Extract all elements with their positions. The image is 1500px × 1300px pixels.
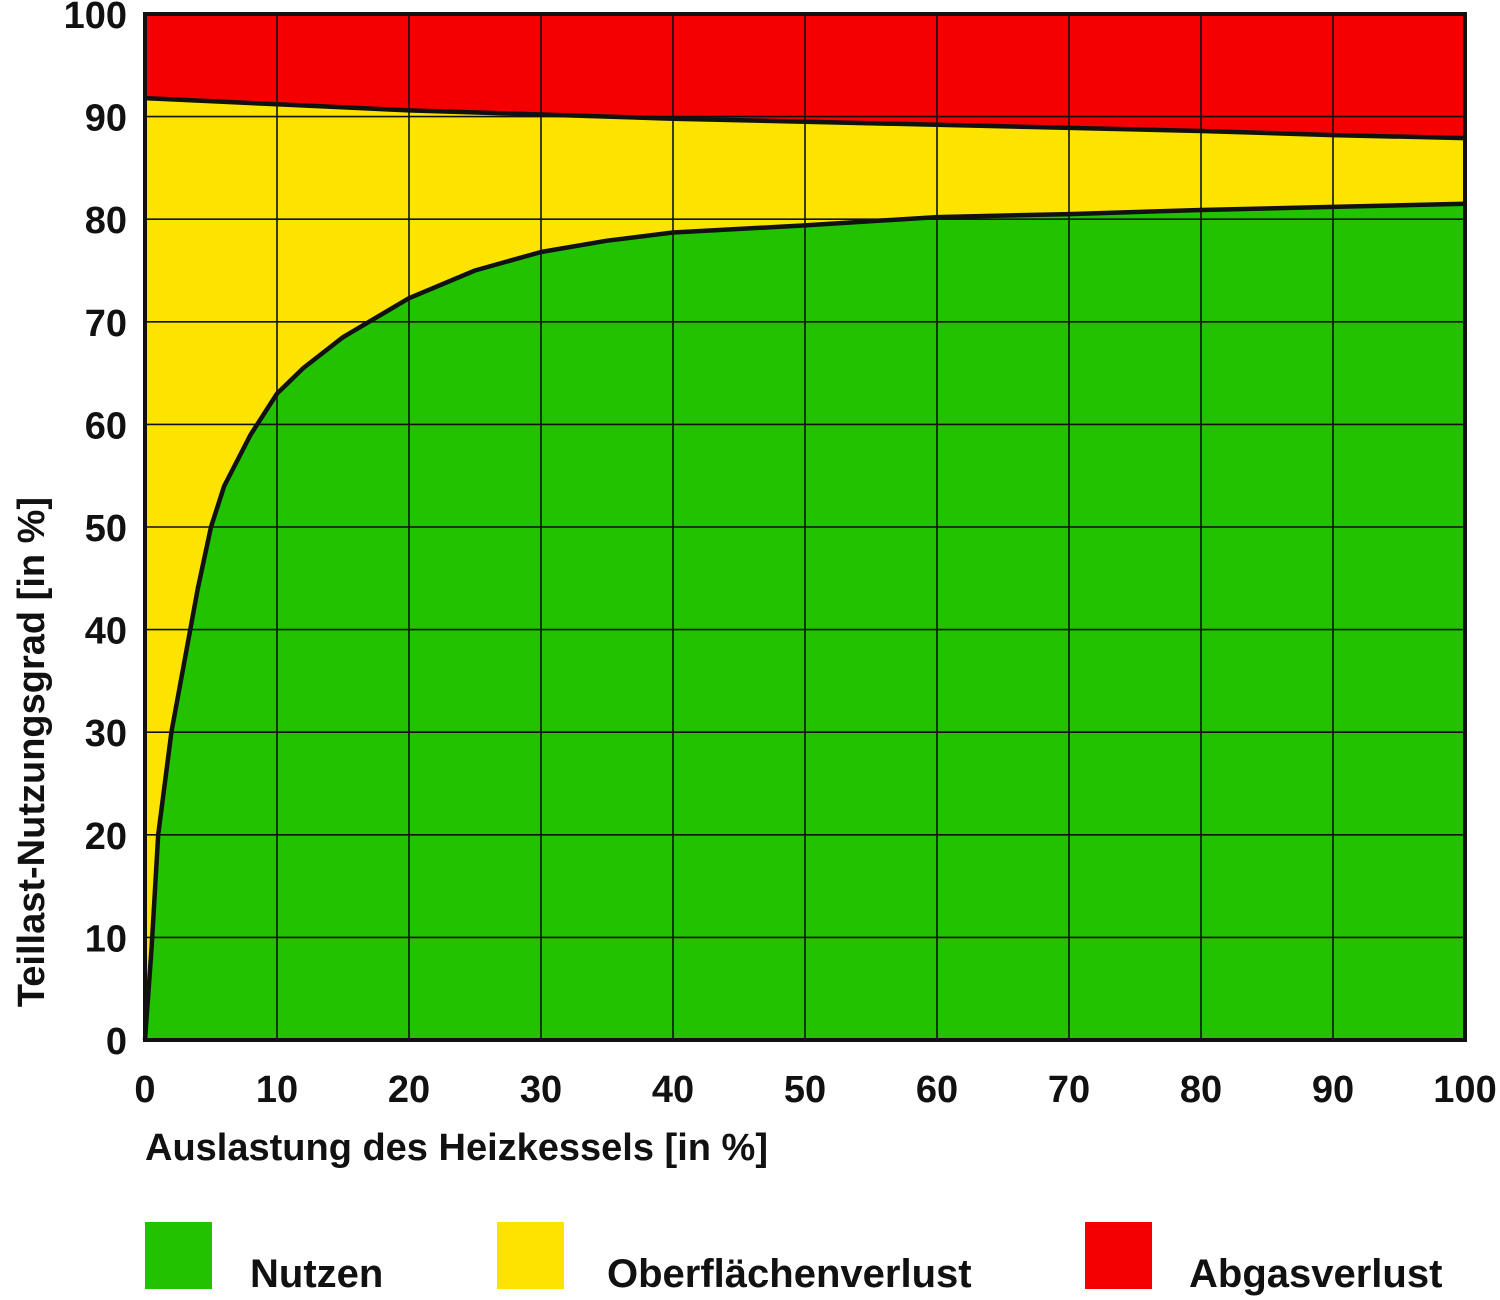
y-tick-label: 100 [64, 0, 127, 37]
x-tick-label: 90 [1312, 1069, 1354, 1111]
chart: 0 10 20 30 40 50 60 70 80 90 100 0 10 20 30 40 50 60 70 80 9… [11, 0, 1497, 1169]
line-oberflaechenverlust [144, 95, 1466, 141]
legend-label-nutzen: Nutzen [250, 1252, 384, 1296]
x-tick-label: 50 [784, 1069, 826, 1111]
x-tick-label: 20 [388, 1069, 430, 1111]
line-nutzen [142, 201, 1466, 1041]
y-tick-label: 10 [85, 918, 127, 960]
y-tick-label: 50 [85, 508, 127, 550]
legend-label-oberflaechenverlust: Oberflächenverlust [607, 1252, 972, 1296]
legend: Nutzen Oberflächenverlust Abgasverlust [0, 1222, 1500, 1300]
legend-swatch-nutzen [145, 1222, 212, 1289]
x-tick-label: 30 [520, 1069, 562, 1111]
legend-swatch-abgasverlust [1085, 1222, 1152, 1289]
x-tick-label: 40 [652, 1069, 694, 1111]
y-tick-label: 80 [85, 200, 127, 242]
x-tick-label: 0 [134, 1069, 155, 1111]
legend-swatch-oberflaechenverlust [497, 1222, 564, 1289]
x-tick-label: 100 [1433, 1069, 1496, 1111]
y-tick-label: 30 [85, 713, 127, 755]
y-axis-title: Teillast-Nutzungsgrad [in %] [11, 497, 53, 1007]
x-axis-title: Auslastung des Heizkessels [in %] [145, 1127, 768, 1169]
y-tick-label: 40 [85, 611, 127, 653]
y-tick-label: 60 [85, 405, 127, 447]
x-tick-label: 10 [256, 1069, 298, 1111]
y-tick-label: 0 [106, 1021, 127, 1063]
legend-label-abgasverlust: Abgasverlust [1189, 1252, 1443, 1296]
x-tick-label: 60 [916, 1069, 958, 1111]
y-tick-label: 90 [85, 98, 127, 140]
grid [144, 13, 1466, 1041]
plot-frame [143, 12, 1467, 1042]
x-tick-label: 70 [1048, 1069, 1090, 1111]
x-tick-label: 80 [1180, 1069, 1222, 1111]
y-tick-label: 20 [85, 816, 127, 858]
y-tick-label: 70 [85, 303, 127, 345]
